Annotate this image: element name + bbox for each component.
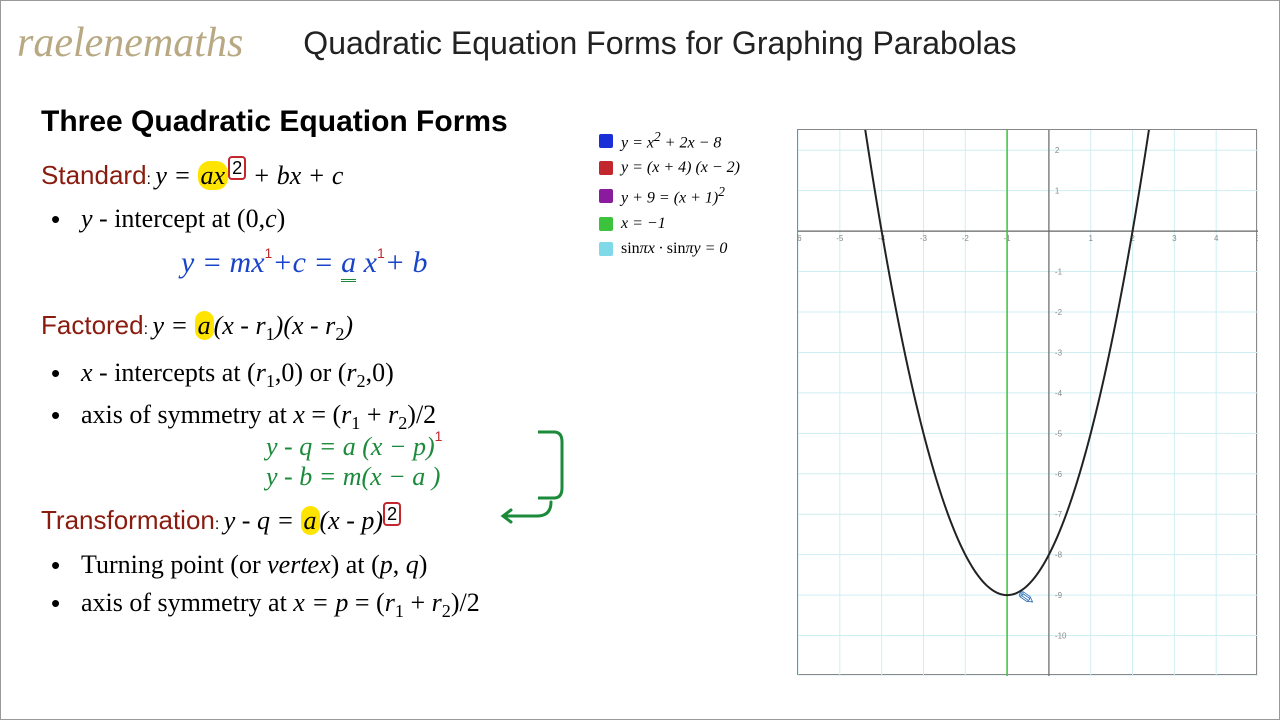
standard-eq: : y = ax2 + bx + c (147, 171, 344, 188)
legend-swatch (599, 134, 613, 148)
factored-eq: : y = a(x - r1)(x - r2) (144, 321, 353, 338)
svg-text:-3: -3 (1055, 348, 1063, 357)
svg-text:-9: -9 (1055, 591, 1063, 600)
page-title: Quadratic Equation Forms for Graphing Pa… (303, 25, 1016, 62)
transformation-eq: : y - q = a(x - p)2 (215, 516, 401, 533)
header: raelenemaths Quadratic Equation Forms fo… (1, 1, 1279, 75)
svg-text:-3: -3 (920, 234, 928, 243)
svg-text:-5: -5 (836, 234, 844, 243)
standard-bullets: y - intercept at (0,c) (41, 200, 641, 238)
legend-text: y = x2 + 2x − 8 (621, 129, 721, 152)
gap-2: y - q = a (x − p)1 y - b = m(x − a ) (41, 438, 641, 498)
transformation-bullets: Turning point (or vertex) at (p, q) axis… (41, 546, 641, 626)
legend-item: x = −1 (599, 215, 740, 233)
handwriting-blue: y = mx1+c = a x1+ b (181, 246, 428, 280)
svg-text:-8: -8 (1055, 551, 1063, 560)
legend-item: y + 9 = (x + 1)2 (599, 184, 740, 207)
svg-text:4: 4 (1214, 234, 1219, 243)
svg-text:-7: -7 (1055, 510, 1063, 519)
factored-label: Factored (41, 310, 144, 340)
bullet: y - intercept at (0,c) (41, 200, 641, 238)
svg-text:1: 1 (1089, 234, 1094, 243)
transformation-label: Transformation (41, 505, 215, 535)
factored-bullets: x - intercepts at (r1,0) or (r2,0) axis … (41, 354, 641, 438)
transformation-form-row: Transformation: y - q = a(x - p)2 (41, 502, 641, 539)
svg-text:3: 3 (1172, 234, 1177, 243)
legend-text: x = −1 (621, 215, 666, 233)
svg-text:-1: -1 (1055, 268, 1063, 277)
graph-panel: -6-5-4-3-2-112345-10-9-8-7-6-5-4-3-2-112… (797, 129, 1257, 675)
legend-text: y = (x + 4) (x − 2) (621, 159, 740, 177)
svg-text:-10: -10 (1055, 632, 1067, 641)
svg-text:-5: -5 (1055, 429, 1063, 438)
svg-text:1: 1 (1055, 187, 1060, 196)
svg-text:2: 2 (1055, 146, 1060, 155)
legend-text: sinπx · sinπy = 0 (621, 240, 727, 258)
standard-form-row: Standard: y = ax2 + bx + c (41, 157, 641, 194)
bracket-icon (536, 430, 566, 508)
legend-item: y = (x + 4) (x − 2) (599, 159, 740, 177)
svg-text:-4: -4 (1055, 389, 1063, 398)
bullet: Turning point (or vertex) at (p, q) (41, 546, 641, 584)
legend-text: y + 9 = (x + 1)2 (621, 184, 725, 207)
svg-text:-2: -2 (1055, 308, 1063, 317)
legend-swatch (599, 242, 613, 256)
gap-1: y = mx1+c = a x1+ b (41, 238, 641, 303)
svg-text:-6: -6 (798, 234, 802, 243)
svg-text:-2: -2 (962, 234, 970, 243)
legend-swatch (599, 217, 613, 231)
legend: y = x2 + 2x − 8 y = (x + 4) (x − 2) y + 9 … (599, 129, 740, 265)
section-title: Three Quadratic Equation Forms (41, 105, 641, 139)
factored-form-row: Factored: y = a(x - r1)(x - r2) (41, 307, 641, 348)
svg-text:-1: -1 (1004, 234, 1012, 243)
bullet: axis of symmetry at x = p = (r1 + r2)/2 (41, 584, 641, 626)
handwriting-green1: y - q = a (x − p)1 (266, 432, 442, 462)
left-column: Three Quadratic Equation Forms Standard:… (41, 105, 641, 626)
legend-swatch (599, 189, 613, 203)
svg-text:-6: -6 (1055, 470, 1063, 479)
svg-text:5: 5 (1256, 234, 1258, 243)
legend-item: sinπx · sinπy = 0 (599, 240, 740, 258)
handwriting-green2: y - b = m(x − a ) (266, 462, 440, 492)
legend-item: y = x2 + 2x − 8 (599, 129, 740, 152)
logo: raelenemaths (13, 19, 243, 67)
standard-label: Standard (41, 160, 147, 190)
legend-swatch (599, 161, 613, 175)
arrow-icon (497, 500, 553, 539)
bullet: x - intercepts at (r1,0) or (r2,0) (41, 354, 641, 396)
